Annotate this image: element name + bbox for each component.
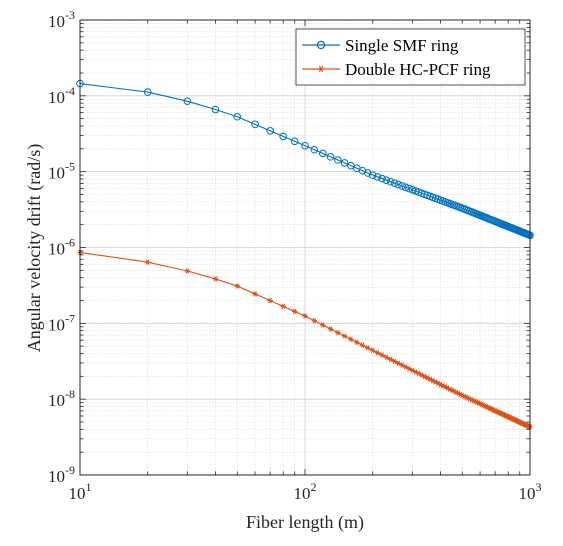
series-1-point [291,308,298,315]
legend: Single SMF ring Double HC-PCF ring [295,28,526,86]
series-1-point [280,303,286,310]
series-1-point [302,313,308,319]
series-0-point [378,174,386,183]
series-1-point [383,354,390,360]
series-layer [76,79,534,430]
y-tick-label: 10-4 [48,84,75,107]
series-0-point [266,126,274,135]
series-1-point [252,291,258,297]
series-1-point [354,339,360,346]
series-0-point [373,173,382,181]
series-0-point [279,132,287,141]
y-tick-label: 10-3 [48,8,75,31]
legend-label-hcpcf: Double HC-PCF ring [345,60,491,79]
series-0-point [233,112,242,121]
x-axis-label: Fiber length (m) [246,512,364,533]
axis-ticks [79,19,531,476]
series-1-point [391,358,398,365]
series-1-point [359,342,366,348]
series-0-point [363,169,372,177]
legend-marker-hcpcf [317,65,325,73]
series-0-point [390,179,399,187]
series-1-point [379,352,385,358]
x-tick-label: 102 [294,480,317,503]
series-0-point [340,159,349,167]
y-axis-label: Angular velocity drift (rad/s) [24,144,45,352]
series-1-point [387,356,394,363]
series-1-point [369,347,376,354]
y-tick-label: 10-7 [48,311,75,334]
series-0-point [251,120,259,129]
series-0-point [319,149,327,158]
series-1-point [341,333,348,339]
series-0-point [408,185,417,194]
series-0-point [398,182,406,190]
x-tick-label: 103 [519,480,542,503]
legend-box [295,28,526,86]
series-1-point [374,350,381,356]
series-1-point [267,297,273,304]
series-1-point [335,329,341,336]
series-0-point [211,105,220,114]
series-0-point [386,177,395,186]
legend-marker-smf [316,40,326,50]
series-1-point [320,322,326,328]
series-0-point [394,180,403,189]
series-0-point [183,97,192,105]
y-tick-label: 10-9 [48,463,75,486]
series-1-point [184,268,191,274]
series-1-point [212,276,219,282]
series-1-point [348,336,354,343]
series-1-point [234,283,241,289]
legend-label-smf: Single SMF ring [345,36,459,55]
series-0-point [143,88,152,96]
y-tick-label: 10-6 [48,236,75,259]
series-0-point [368,171,377,179]
series-0-point [405,184,413,193]
x-tick-label: 101 [69,480,92,503]
series-0-point [290,137,299,146]
series-1-point [364,345,371,351]
legend-star-shape [317,65,325,73]
y-tick-label: 10-8 [48,387,75,410]
series-0-point [310,145,319,154]
series-1-point [144,259,151,265]
y-tick-label: 10-5 [48,160,75,183]
tick-labels: 101 102 103 10-9 10-8 10-7 10-6 10-5 10-4 10-3 [48,8,542,503]
series-1-point [311,318,318,324]
series-0-point [334,156,342,164]
series-0-point [401,183,410,192]
series-1-point [327,326,334,332]
series-0-point [326,153,335,161]
series-0-point [301,141,309,150]
series-0-point [382,176,391,184]
